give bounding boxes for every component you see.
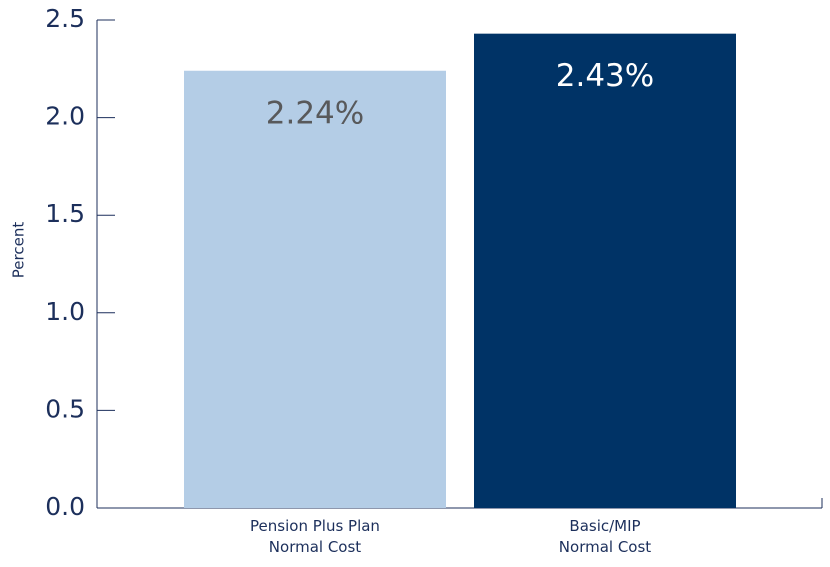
bar [474, 33, 736, 508]
y-axis-label: Percent [10, 222, 28, 279]
bar [184, 70, 446, 508]
y-tick-label: 2.0 [45, 102, 85, 131]
y-tick-label: 1.0 [45, 297, 85, 326]
value-label: 2.43% [556, 58, 654, 94]
x-tick-label: Pension Plus Plan Normal Cost [250, 517, 380, 556]
y-tick-label: 2.5 [45, 4, 85, 33]
y-tick-label: 0.5 [45, 394, 85, 423]
y-tick-label: 0.0 [45, 492, 85, 521]
y-tick-label: 1.5 [45, 199, 85, 228]
x-tick-label: Basic/MIP Normal Cost [558, 517, 652, 556]
value-label: 2.24% [266, 95, 364, 131]
